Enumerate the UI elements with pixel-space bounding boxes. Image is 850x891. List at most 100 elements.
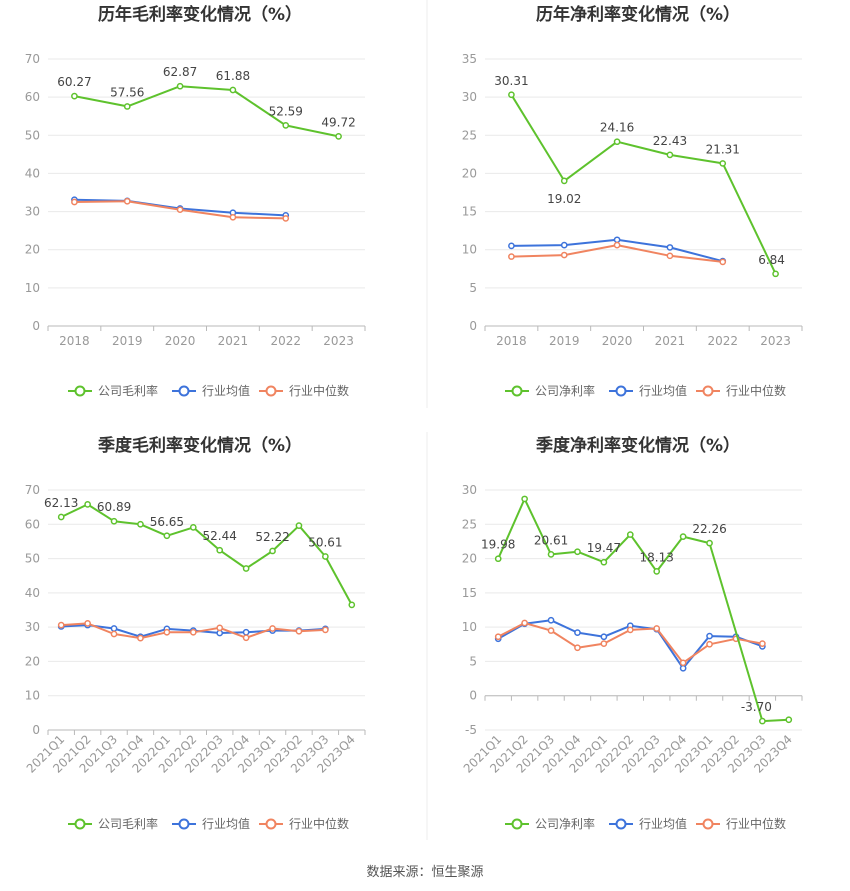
company-data-point [759, 717, 766, 725]
y-tick-label: 20 [25, 243, 40, 257]
y-tick-label: -5 [465, 723, 477, 737]
y-tick-label: 70 [25, 52, 40, 66]
data-label: 62.13 [44, 496, 78, 510]
data-label: 22.43 [653, 134, 687, 148]
x-tick-label: 2018 [59, 334, 90, 348]
data-source-note: 数据来源：恒生聚源 [366, 865, 483, 880]
company-data-point [189, 524, 197, 531]
data-label: 52.59 [269, 104, 303, 118]
company-data-point [242, 565, 250, 572]
y-tick-label: 15 [462, 586, 477, 600]
industry_median-data-point [521, 619, 528, 627]
legend-label: 行业均值 [202, 816, 250, 831]
company-data-point [653, 568, 661, 575]
company-data-point [521, 495, 528, 503]
industry_median-data-point [71, 198, 78, 206]
chart-title: 季度毛利率变化情况（%） [98, 435, 302, 456]
legend-item: 行业中位数 [696, 816, 786, 831]
company-data-point [560, 177, 568, 185]
y-tick-label: 10 [25, 689, 40, 703]
data-label: 60.89 [97, 500, 131, 514]
industry_median-data-point [229, 213, 237, 221]
y-tick-label: 35 [462, 52, 477, 66]
legend-item: 行业均值 [609, 383, 687, 398]
legend-label: 行业中位数 [289, 816, 349, 831]
y-tick-label: 40 [25, 586, 40, 600]
chart-legend: 公司毛利率 行业均值 行业中位数 [68, 383, 349, 398]
data-label: 30.31 [494, 74, 528, 88]
company-series-line [510, 94, 777, 275]
industry_median-data-point [123, 197, 131, 205]
y-tick-label: 10 [462, 620, 477, 634]
data-label: 52.22 [255, 530, 289, 544]
y-tick-label: 5 [469, 654, 477, 668]
company-data-point [706, 539, 713, 547]
quarterly-net-margin-chart: 季度净利率变化情况（%） -50510152025302021Q12021Q22… [461, 435, 803, 831]
legend-swatch-marker [702, 818, 714, 830]
company-data-point [348, 601, 356, 609]
industry_avg-data-point [706, 632, 713, 640]
industry_median-data-point [679, 659, 687, 667]
company-data-point [613, 138, 621, 146]
company-data-point [163, 532, 171, 540]
data-label: 24.16 [600, 121, 634, 135]
chart-title: 历年毛利率变化情况（%） [98, 4, 302, 25]
industry_median-data-point [84, 620, 91, 627]
industry_median-data-point [57, 621, 65, 629]
company-data-point [335, 133, 342, 140]
data-label: 19.02 [547, 192, 581, 206]
x-tick-label: 2022 [707, 334, 738, 348]
legend-item: 行业均值 [172, 816, 250, 831]
y-tick-label: 30 [25, 205, 40, 219]
data-label: 52.44 [203, 529, 237, 543]
data-label: -3.70 [741, 700, 772, 714]
company-data-point [176, 82, 184, 90]
company-data-point [123, 103, 131, 110]
company-data-point [547, 551, 555, 558]
x-tick-label: 2023 [760, 334, 791, 348]
x-tick-label: 2023 [323, 334, 354, 348]
chart-legend: 公司毛利率 行业均值 行业中位数 [68, 816, 349, 831]
company-data-point [57, 513, 65, 521]
industry_median-data-point [653, 625, 661, 632]
industry_avg-data-point [613, 236, 621, 244]
legend-swatch-marker [702, 385, 714, 397]
data-label: 6.84 [758, 253, 785, 267]
y-tick-label: 15 [462, 205, 477, 219]
y-tick-label: 0 [469, 689, 477, 703]
data-label: 18.13 [640, 550, 674, 564]
legend-label: 公司净利率 [535, 383, 595, 398]
industry_median-data-point [176, 206, 184, 214]
y-tick-label: 0 [32, 723, 40, 737]
legend-item: 行业中位数 [696, 383, 786, 398]
industry_median-data-point [295, 627, 303, 635]
data-label: 61.88 [216, 69, 250, 83]
x-tick-label: 2018 [496, 334, 527, 348]
x-tick-label: 2021 [655, 334, 686, 348]
legend-swatch-marker [178, 385, 190, 397]
x-tick-label: 2019 [112, 334, 143, 348]
industry_median-data-point [494, 633, 502, 641]
industry_median-data-point [600, 640, 608, 647]
company-data-point [600, 558, 608, 566]
company-data-point [71, 92, 78, 100]
legend-label: 行业中位数 [726, 383, 786, 398]
y-tick-label: 60 [25, 517, 40, 531]
data-label: 21.31 [706, 142, 740, 156]
legend-label: 行业均值 [639, 383, 687, 398]
legend-label: 行业中位数 [726, 816, 786, 831]
data-label: 19.98 [481, 538, 515, 552]
industry_avg-data-point [574, 629, 581, 636]
company-data-point [679, 533, 687, 540]
y-tick-label: 20 [462, 166, 477, 180]
y-tick-label: 30 [462, 90, 477, 104]
company-data-point [719, 160, 727, 167]
company-series-line [497, 497, 789, 723]
legend-item: 公司净利率 [505, 383, 595, 398]
y-tick-label: 30 [25, 620, 40, 634]
industry_avg-data-point [600, 633, 608, 641]
legend-label: 行业均值 [639, 816, 687, 831]
data-label: 60.27 [57, 75, 91, 89]
legend-item: 行业中位数 [259, 816, 349, 831]
legend-swatch-marker [265, 818, 277, 830]
